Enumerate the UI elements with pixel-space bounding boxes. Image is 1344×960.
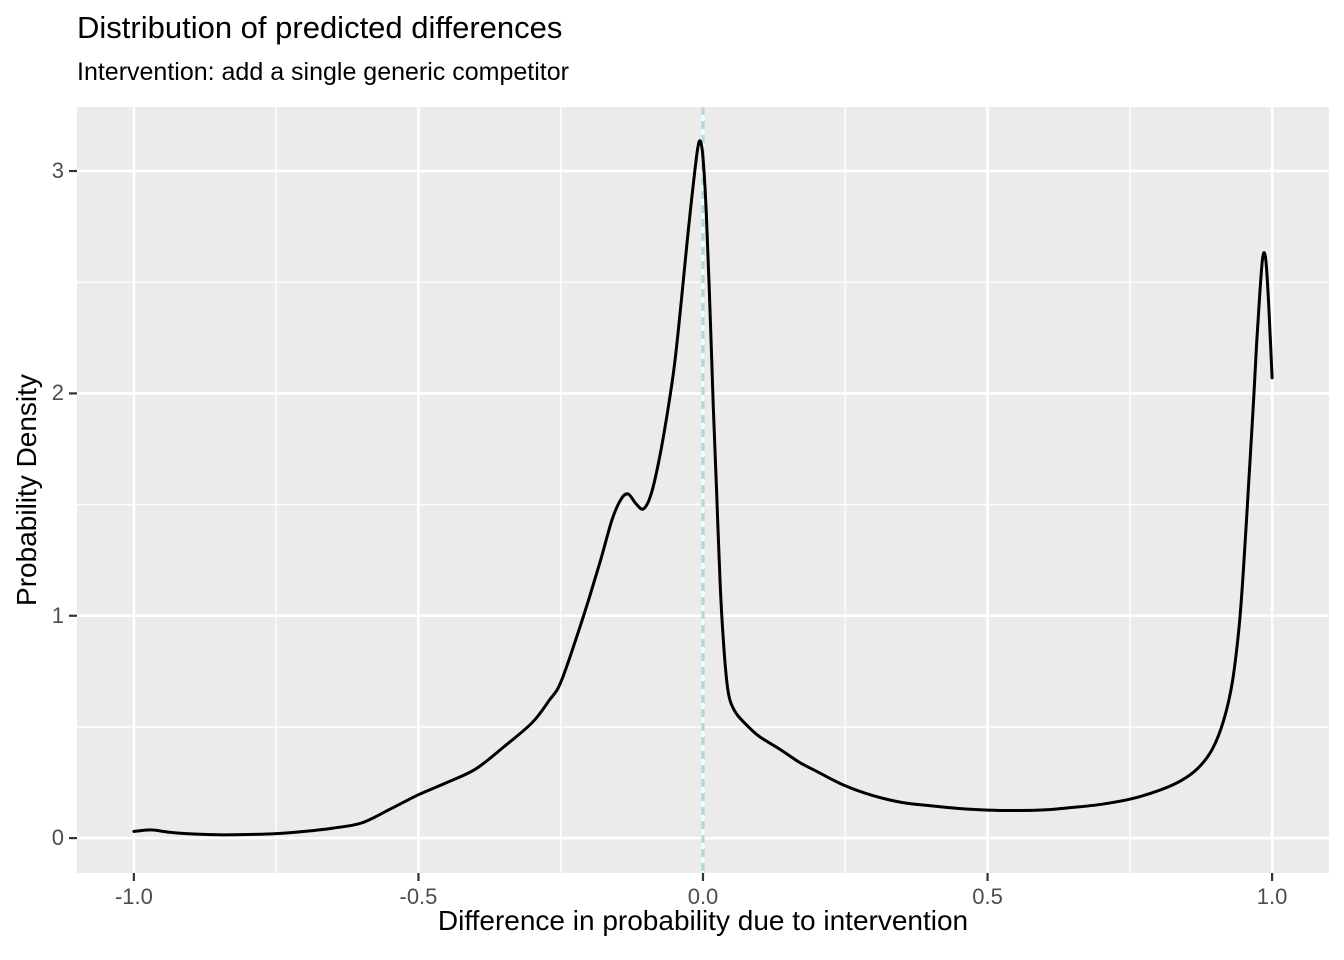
- x-tick-label: -0.5: [399, 884, 438, 909]
- x-axis-title: Difference in probability due to interve…: [437, 905, 969, 936]
- density-curve: [132, 139, 1274, 837]
- x-tick-label: 0.5: [972, 884, 1003, 909]
- y-tick-label: 0: [51, 825, 64, 851]
- x-tick-label: -1.0: [114, 884, 153, 909]
- y-tick-label: 3: [51, 158, 64, 184]
- y-axis-title: Probability Density: [11, 374, 42, 606]
- x-tick-label: 1.0: [1256, 884, 1288, 909]
- y-tick-label: 2: [51, 380, 64, 406]
- plot-subtitle: Intervention: add a single generic compe…: [77, 58, 569, 86]
- y-tick-label: 1: [51, 602, 64, 628]
- x-tick-label: 0.0: [687, 884, 719, 909]
- plot-title: Distribution of predicted differences: [77, 10, 563, 45]
